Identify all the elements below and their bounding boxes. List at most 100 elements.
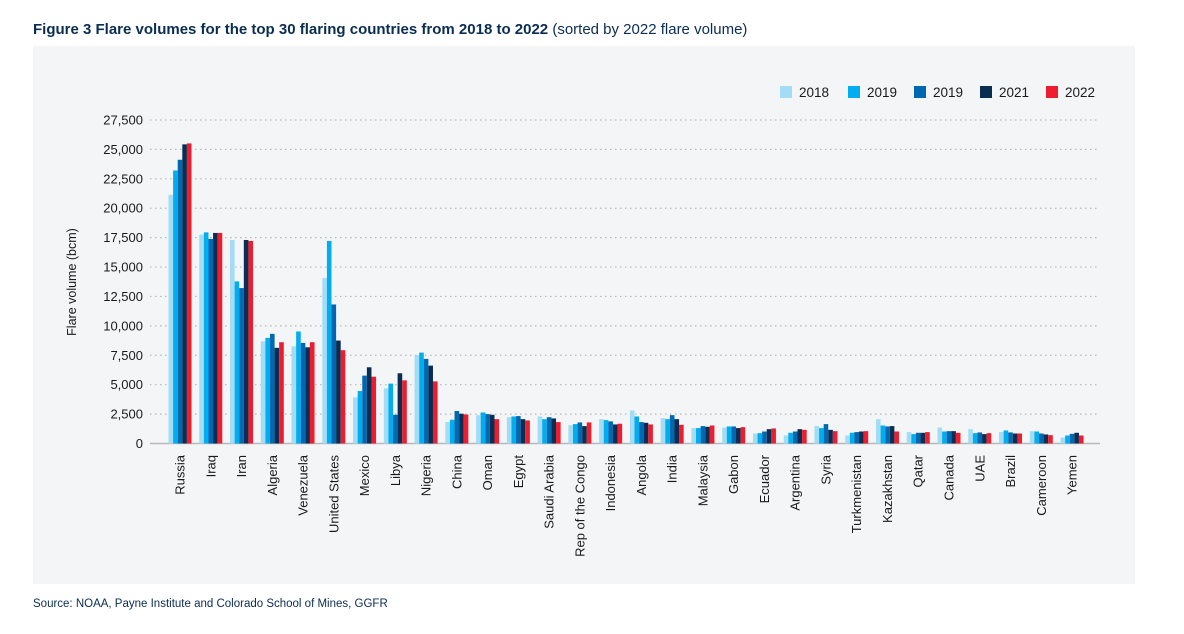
bar-2019 xyxy=(480,412,486,444)
bar-2019 xyxy=(449,419,455,444)
x-tick-label: Oman xyxy=(480,455,495,490)
x-tick-label: Algeria xyxy=(265,454,280,495)
x-tick-label: Indonesia xyxy=(603,454,618,511)
bar-2021 xyxy=(274,347,280,444)
x-tick-label: Libya xyxy=(388,454,403,486)
bar-2019 xyxy=(972,433,978,444)
bar-2019 xyxy=(1008,432,1013,444)
bar-2022 xyxy=(894,431,899,444)
bar-2018 xyxy=(476,415,481,444)
bar-2019 xyxy=(269,333,275,444)
bar-2018 xyxy=(599,419,604,444)
bar-2022 xyxy=(709,425,715,444)
bar-2021 xyxy=(889,426,895,444)
bar-2018 xyxy=(691,428,697,444)
x-tick-label: Iraq xyxy=(203,455,218,477)
x-tick-label: Nigeria xyxy=(419,454,434,496)
bar-2019 xyxy=(300,342,306,444)
bar-2019 xyxy=(792,431,798,444)
x-tick-label: Ecuador xyxy=(757,454,772,503)
bar-2019 xyxy=(665,419,670,444)
bar-2019 xyxy=(762,431,767,444)
bar-2021 xyxy=(828,429,833,444)
bar-2019 xyxy=(1034,431,1039,444)
x-tick-label: Qatar xyxy=(911,454,926,487)
bar-2019 xyxy=(388,383,394,444)
x-tick-label: Gabon xyxy=(726,455,741,494)
bar-2021 xyxy=(582,426,587,444)
bar-2021 xyxy=(459,413,464,444)
x-tick-label: Iran xyxy=(234,455,249,477)
bar-2022 xyxy=(832,431,838,444)
bar-2021 xyxy=(213,232,218,444)
bar-2022 xyxy=(340,350,346,444)
bar-2021 xyxy=(766,429,772,444)
bar-2019 xyxy=(577,422,583,444)
bar-2022 xyxy=(371,376,377,444)
bar-2018 xyxy=(968,429,973,444)
bar-2018 xyxy=(999,432,1004,444)
bar-2019 xyxy=(296,331,301,444)
legend-label: 2022 xyxy=(1065,85,1095,100)
bar-2019 xyxy=(572,424,578,444)
x-tick-label: Saudi Arabia xyxy=(542,454,557,528)
bar-2021 xyxy=(366,367,372,444)
bar-2018 xyxy=(230,239,235,444)
legend-swatch xyxy=(980,86,992,98)
bar-2019 xyxy=(977,432,983,444)
bar-2021 xyxy=(643,422,649,444)
bar-2018 xyxy=(814,426,820,444)
x-tick-label: Angola xyxy=(634,454,649,495)
bar-2019 xyxy=(696,428,701,444)
bar-2019 xyxy=(885,426,890,444)
bar-2022 xyxy=(1078,435,1084,444)
bar-2022 xyxy=(679,424,684,444)
bar-2019 xyxy=(669,415,675,444)
bar-2019 xyxy=(208,238,214,444)
bar-2019 xyxy=(362,375,367,444)
x-tick-label: Cameroon xyxy=(1034,455,1049,516)
bar-2019 xyxy=(849,432,855,444)
bar-2021 xyxy=(735,428,741,444)
bar-2021 xyxy=(305,347,310,444)
legend-label: 2018 xyxy=(799,85,829,100)
x-tick-label: India xyxy=(665,454,680,483)
bar-2019 xyxy=(203,232,209,444)
x-tick-label: UAE xyxy=(972,455,987,482)
bar-2018 xyxy=(629,410,635,444)
y-tick-label: 0 xyxy=(136,436,143,451)
bar-2021 xyxy=(1043,434,1049,444)
bar-2019 xyxy=(634,416,640,444)
x-tick-label: Russia xyxy=(173,454,188,495)
x-tick-label: Turkmenistan xyxy=(849,455,864,533)
legend-swatch xyxy=(1046,86,1058,98)
bar-2018 xyxy=(752,433,758,444)
bar-2019 xyxy=(393,414,398,444)
bar-2019 xyxy=(239,288,244,444)
y-tick-label: 2,500 xyxy=(110,407,143,422)
y-tick-label: 5,000 xyxy=(110,377,143,392)
figure-title: Figure 3 Flare volumes for the top 30 fl… xyxy=(33,21,747,38)
bar-2019 xyxy=(603,420,609,444)
bar-2019 xyxy=(911,434,916,444)
bar-2018 xyxy=(383,388,389,444)
bar-2022 xyxy=(432,381,438,444)
x-tick-label: Egypt xyxy=(511,455,526,489)
bar-2021 xyxy=(336,340,341,444)
x-tick-label: Kazakhstan xyxy=(880,455,895,523)
bar-2022 xyxy=(248,240,254,444)
bar-2019 xyxy=(731,426,736,444)
y-tick-label: 27,500 xyxy=(103,113,143,128)
legend-swatch xyxy=(848,86,860,98)
bar-2019 xyxy=(757,433,763,444)
bar-2019 xyxy=(854,432,860,444)
bar-2021 xyxy=(520,419,526,444)
legend-swatch xyxy=(914,86,926,98)
bar-2021 xyxy=(705,426,710,444)
x-tick-label: Brazil xyxy=(1003,455,1018,488)
x-tick-label: China xyxy=(449,454,464,489)
bar-2022 xyxy=(955,432,961,444)
bar-2019 xyxy=(1069,433,1075,444)
bar-2022 xyxy=(617,423,623,444)
